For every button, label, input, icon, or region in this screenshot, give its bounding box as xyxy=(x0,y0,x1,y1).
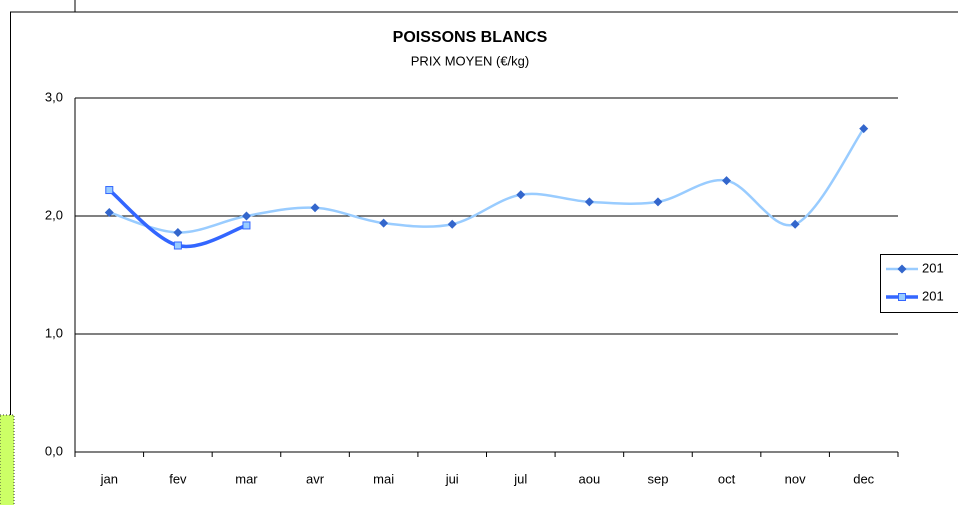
series-line xyxy=(108,188,248,249)
x-tick-label: jan xyxy=(100,471,118,486)
y-tick-label: 0,0 xyxy=(45,443,63,458)
legend-label: 201 xyxy=(922,260,944,275)
y-tick-label: 3,0 xyxy=(45,89,63,104)
cell-highlight xyxy=(0,414,15,505)
marker xyxy=(173,228,183,238)
marker xyxy=(653,197,663,207)
x-tick-label: fev xyxy=(169,471,187,486)
legend-box xyxy=(880,254,958,313)
marker xyxy=(516,190,526,200)
x-tick-label: oct xyxy=(718,471,736,486)
marker xyxy=(447,219,457,229)
x-tick-label: aou xyxy=(579,471,601,486)
legend-label: 201 xyxy=(922,288,944,303)
marker xyxy=(897,264,907,274)
x-tick-label: jui xyxy=(445,471,459,486)
marker xyxy=(379,218,389,228)
chart-subtitle: PRIX MOYEN (€/kg) xyxy=(411,53,529,68)
marker xyxy=(173,241,182,250)
x-tick-label: mai xyxy=(373,471,394,486)
x-tick-label: jul xyxy=(513,471,527,486)
x-tick-label: sep xyxy=(647,471,668,486)
marker xyxy=(584,197,594,207)
marker xyxy=(105,186,114,195)
marker xyxy=(722,176,732,186)
marker xyxy=(104,207,114,217)
x-tick-label: mar xyxy=(235,471,258,486)
x-tick-label: dec xyxy=(853,471,874,486)
marker xyxy=(310,203,320,213)
y-tick-label: 1,0 xyxy=(45,325,63,340)
marker xyxy=(898,293,906,301)
series-line xyxy=(108,127,865,234)
marker xyxy=(790,219,800,229)
marker xyxy=(241,211,251,221)
marker xyxy=(242,221,251,230)
x-tick-label: nov xyxy=(785,471,806,486)
x-tick-label: avr xyxy=(306,471,325,486)
y-tick-label: 2,0 xyxy=(45,207,63,222)
chart-title: POISSONS BLANCS xyxy=(393,29,548,46)
marker xyxy=(859,124,869,134)
